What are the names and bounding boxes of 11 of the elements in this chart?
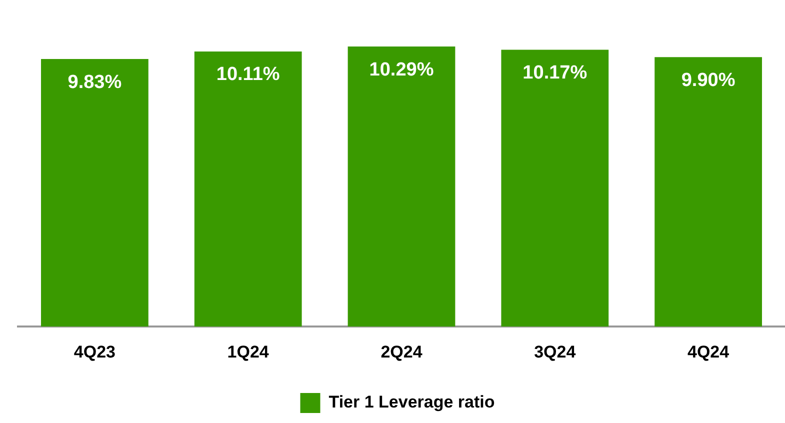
x-tick-label: 1Q24 xyxy=(227,342,270,362)
data-label: 9.90% xyxy=(681,70,736,91)
x-tick-label: 3Q24 xyxy=(534,342,576,362)
x-tick-label: 4Q24 xyxy=(688,342,730,362)
x-tick-label: 4Q23 xyxy=(74,342,116,362)
data-label: 9.83% xyxy=(68,72,122,93)
data-label: 10.11% xyxy=(216,64,280,86)
legend-label: Tier 1 Leverage ratio xyxy=(328,392,495,412)
data-label: 10.29% xyxy=(369,59,434,80)
x-tick-label: 2Q24 xyxy=(380,342,423,362)
data-label: 10.17% xyxy=(522,62,588,84)
